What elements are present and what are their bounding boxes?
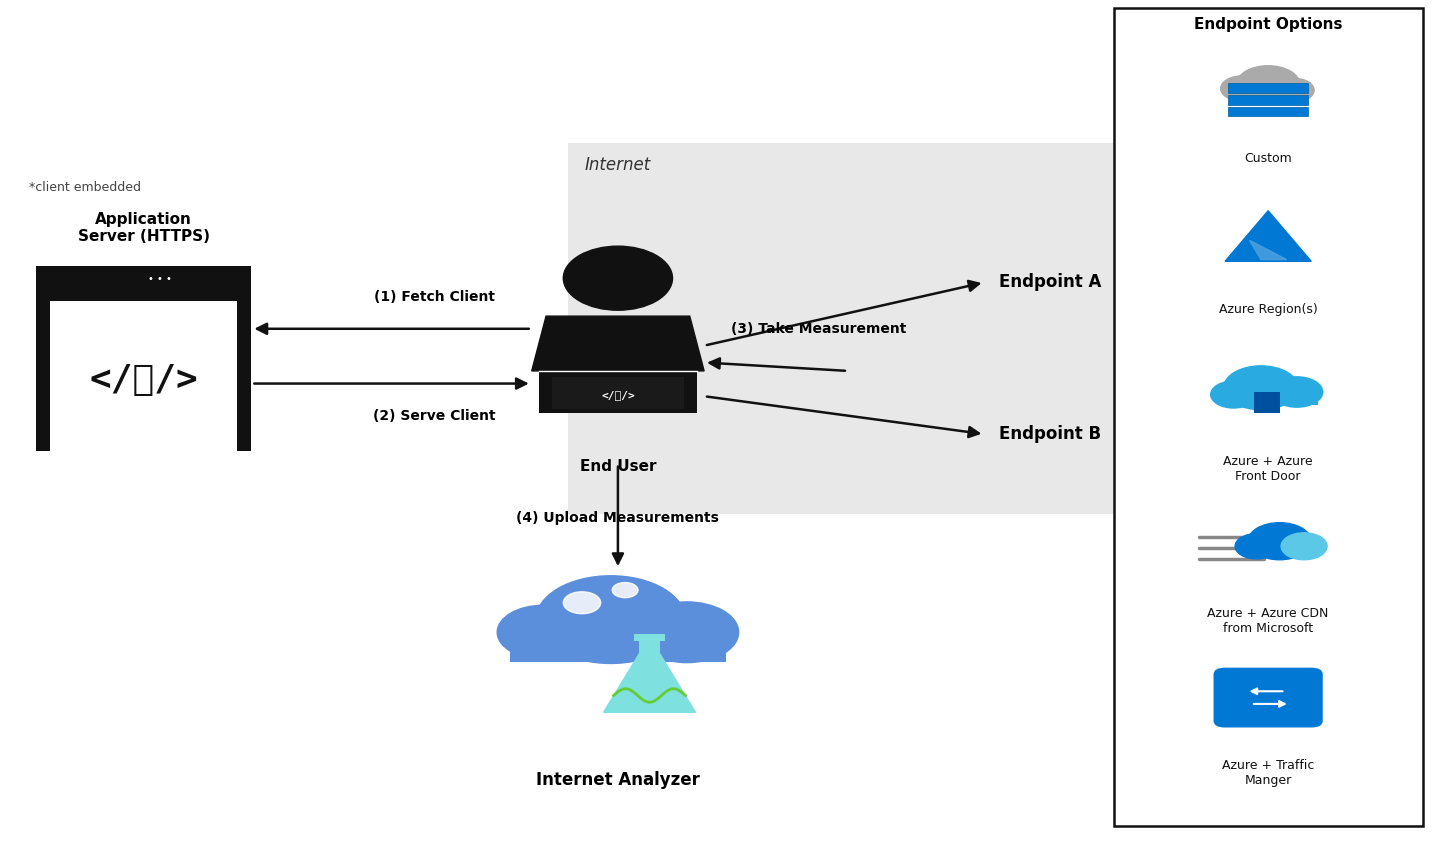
Bar bbox=[539, 371, 697, 413]
Bar bbox=[1227, 95, 1309, 105]
Text: *client embedded: *client embedded bbox=[29, 181, 141, 194]
Text: (3) Take Measurement: (3) Take Measurement bbox=[731, 322, 907, 336]
Circle shape bbox=[1275, 78, 1315, 102]
Text: Azure Region(s): Azure Region(s) bbox=[1219, 303, 1318, 316]
Bar bbox=[1114, 8, 1423, 826]
Text: Azure + Azure CDN
from Microsoft: Azure + Azure CDN from Microsoft bbox=[1207, 607, 1329, 635]
Polygon shape bbox=[604, 653, 696, 712]
Polygon shape bbox=[532, 316, 704, 371]
Bar bbox=[510, 620, 726, 662]
Bar bbox=[1224, 82, 1312, 97]
Text: Application
Server (HTTPS): Application Server (HTTPS) bbox=[78, 212, 210, 244]
Bar bbox=[552, 377, 684, 409]
Circle shape bbox=[1237, 66, 1300, 103]
Text: Internet Analyzer: Internet Analyzer bbox=[536, 771, 700, 789]
Text: • • •: • • • bbox=[148, 274, 172, 284]
Bar bbox=[36, 266, 251, 451]
Text: Endpoint Options: Endpoint Options bbox=[1194, 17, 1342, 32]
Circle shape bbox=[1272, 377, 1323, 407]
Circle shape bbox=[1211, 381, 1256, 408]
Text: (2) Serve Client: (2) Serve Client bbox=[374, 409, 496, 422]
Bar bbox=[50, 301, 237, 451]
Text: </​/>: </​/> bbox=[89, 363, 198, 397]
Text: Custom: Custom bbox=[1244, 152, 1292, 164]
Text: Endpoint A: Endpoint A bbox=[999, 273, 1101, 292]
Circle shape bbox=[1223, 366, 1299, 410]
Circle shape bbox=[612, 583, 638, 598]
Circle shape bbox=[563, 592, 601, 614]
Circle shape bbox=[497, 605, 589, 659]
Bar bbox=[1253, 392, 1280, 413]
Circle shape bbox=[1236, 534, 1279, 559]
Circle shape bbox=[1221, 76, 1265, 101]
Text: (4) Upload Measurements: (4) Upload Measurements bbox=[516, 512, 720, 525]
FancyBboxPatch shape bbox=[1214, 668, 1322, 728]
Text: </​/>: </​/> bbox=[601, 389, 635, 400]
Text: End User: End User bbox=[579, 459, 657, 475]
Bar bbox=[1227, 107, 1309, 116]
Bar bbox=[1227, 83, 1309, 93]
Bar bbox=[568, 143, 1135, 514]
Text: Azure + Traffic
Manger: Azure + Traffic Manger bbox=[1221, 759, 1315, 787]
Bar bbox=[634, 634, 665, 641]
Circle shape bbox=[1282, 533, 1328, 560]
Bar bbox=[1219, 392, 1319, 405]
Circle shape bbox=[563, 246, 673, 310]
Text: Endpoint B: Endpoint B bbox=[999, 425, 1101, 443]
Polygon shape bbox=[1224, 211, 1312, 261]
Circle shape bbox=[536, 576, 685, 663]
Circle shape bbox=[1247, 523, 1312, 560]
Text: Internet: Internet bbox=[585, 156, 651, 174]
Text: (1) Fetch Client: (1) Fetch Client bbox=[374, 290, 496, 303]
Text: Azure + Azure
Front Door: Azure + Azure Front Door bbox=[1223, 455, 1313, 483]
Bar bbox=[639, 636, 660, 653]
Bar bbox=[1247, 545, 1322, 556]
Polygon shape bbox=[1250, 240, 1288, 260]
Circle shape bbox=[635, 602, 739, 663]
